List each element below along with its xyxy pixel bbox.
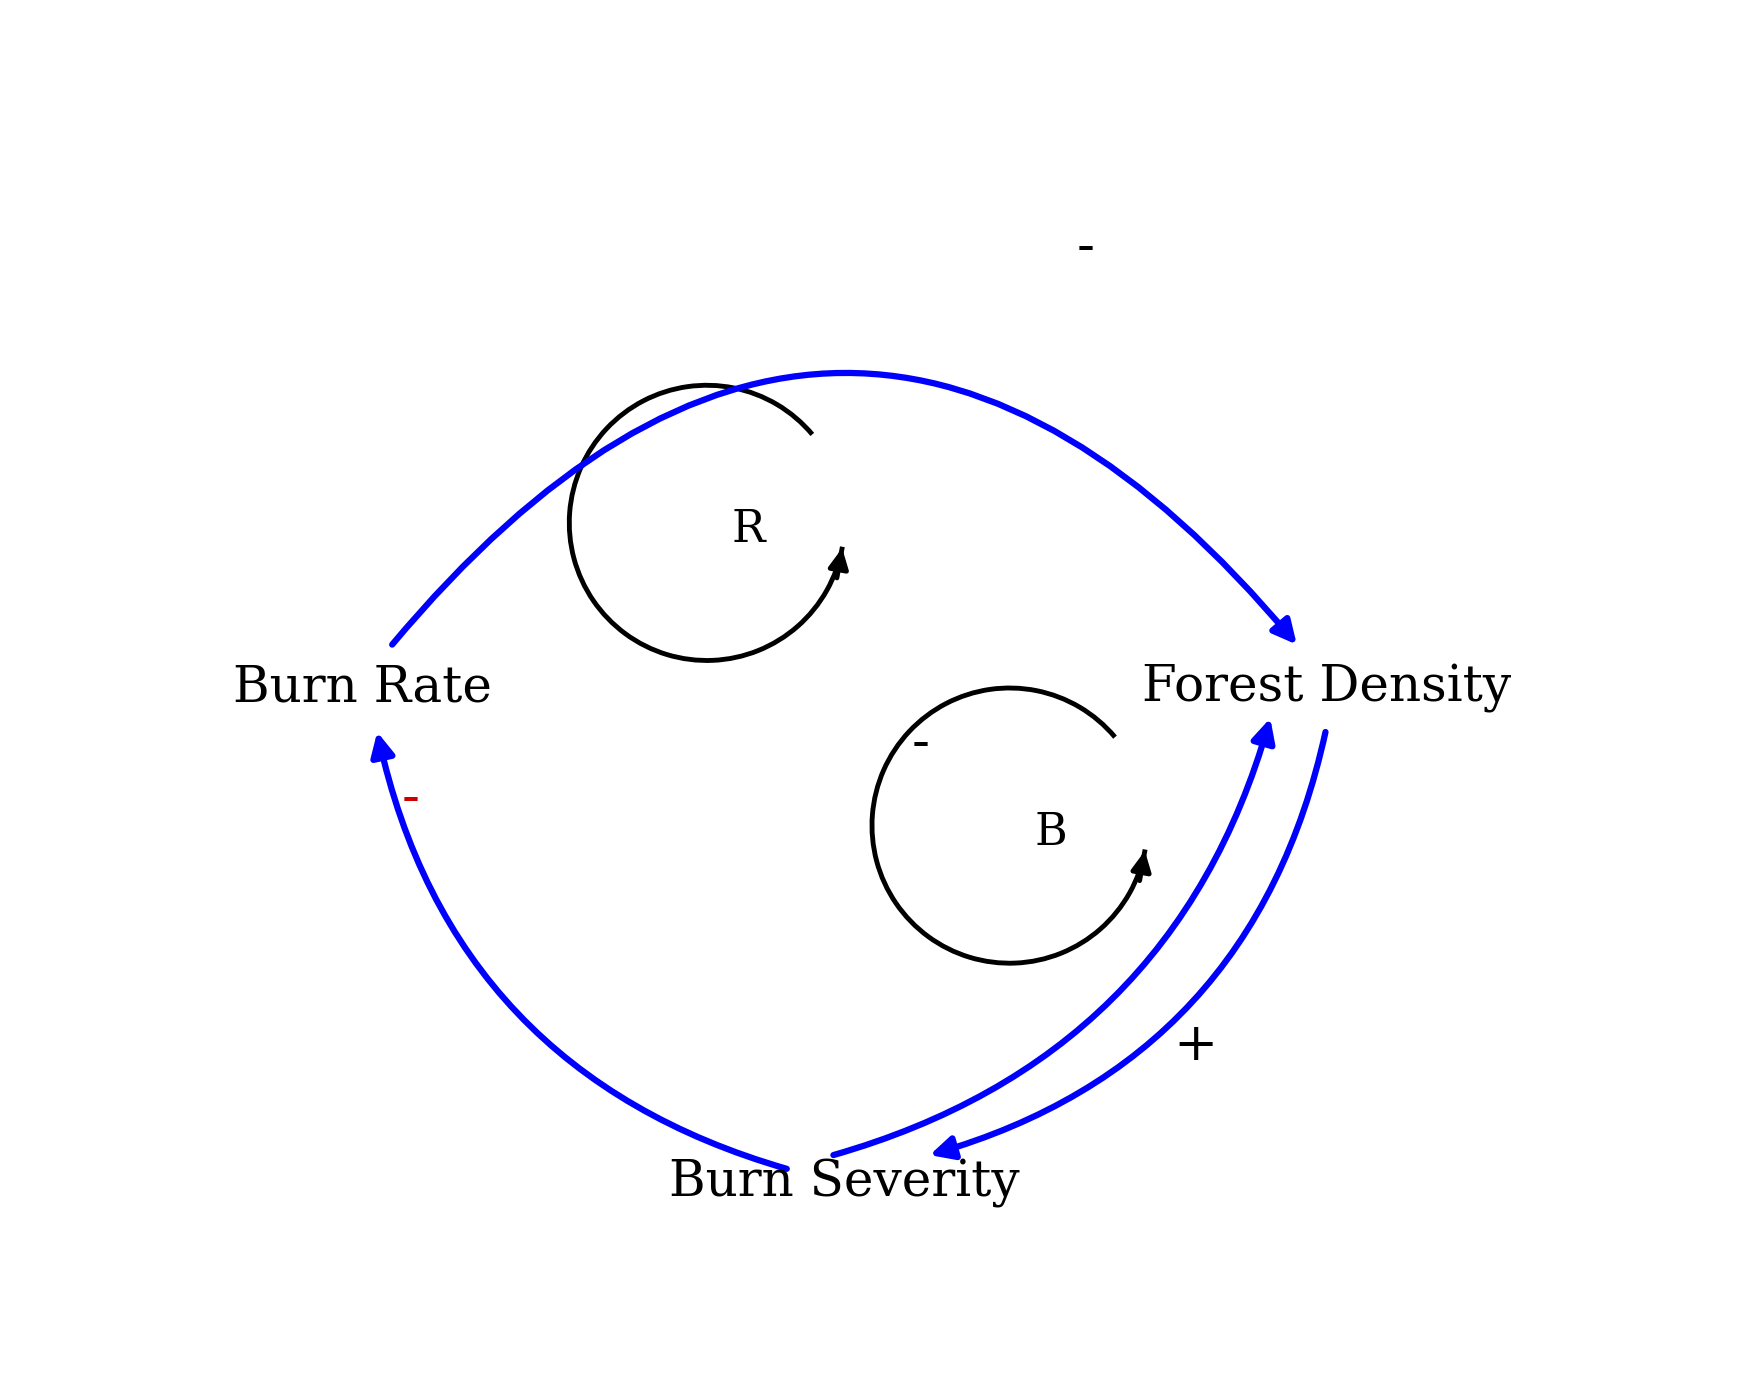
Text: Burn Severity: Burn Severity — [670, 1159, 1020, 1208]
Text: B: B — [1034, 810, 1067, 854]
Text: +: + — [1174, 1020, 1217, 1072]
Text: -: - — [1076, 222, 1093, 274]
Text: Forest Density: Forest Density — [1142, 663, 1510, 713]
Text: Burn Rate: Burn Rate — [234, 663, 492, 713]
Text: -: - — [910, 717, 930, 769]
Text: -: - — [403, 772, 420, 824]
Text: R: R — [731, 508, 766, 552]
